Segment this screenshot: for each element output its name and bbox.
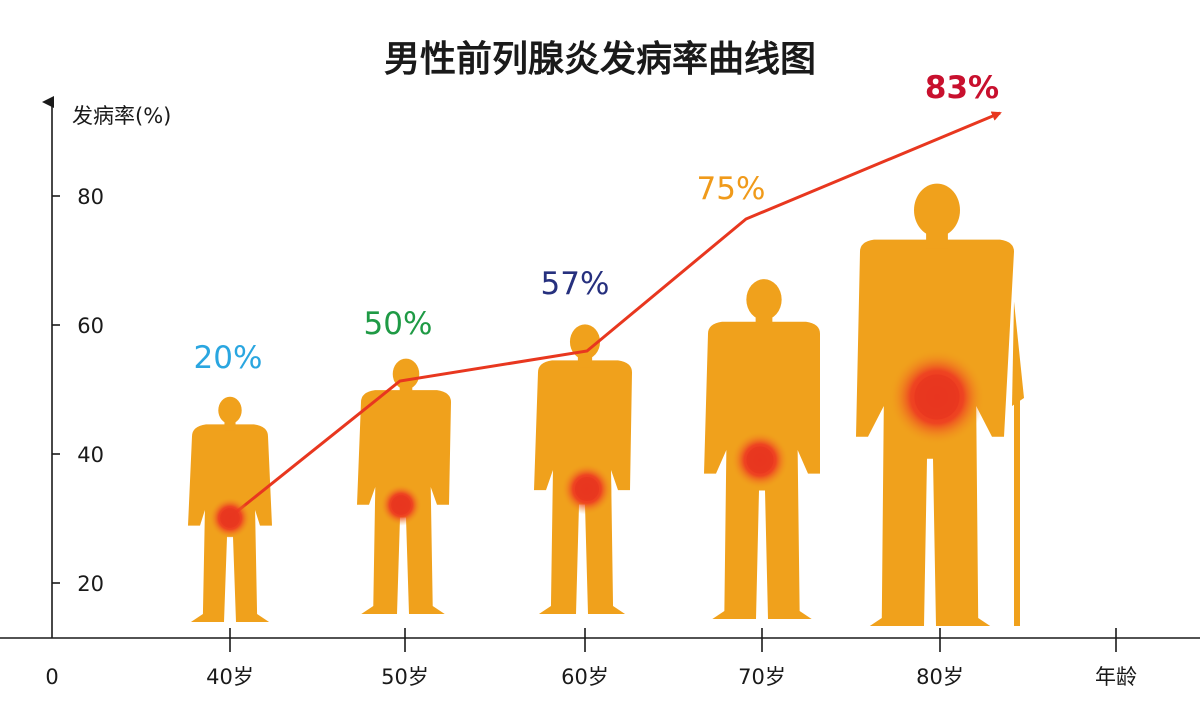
y-tick-label-40: 40 [77, 443, 104, 467]
axes [0, 96, 1200, 639]
hotspot-point [746, 446, 774, 474]
hotspot-point [391, 495, 411, 515]
value-label: 75% [697, 171, 766, 207]
value-label: 83% [925, 70, 999, 106]
x-tick-label: 40岁 [206, 665, 254, 689]
y-axis-label: 发病率(%) [72, 104, 172, 128]
hotspot-point [575, 477, 599, 501]
hotspots [209, 349, 985, 539]
y-tick-label-0: 0 [45, 665, 58, 689]
hotspot-point [220, 508, 240, 528]
value-label: 20% [194, 340, 263, 376]
value-label: 50% [364, 306, 433, 342]
value-labels: 20% 50% 57% 75% 83% [194, 70, 1000, 376]
x-ticks: 40岁 50岁 60岁 70岁 80岁 年龄 [206, 628, 1137, 689]
x-axis-label: 年龄 [1095, 665, 1137, 689]
x-tick-label: 80岁 [916, 665, 964, 689]
x-tick-label: 70岁 [738, 665, 786, 689]
y-ticks: 0 20 40 60 80 [45, 185, 104, 689]
y-tick-label-60: 60 [77, 314, 104, 338]
y-tick-label-80: 80 [77, 185, 104, 209]
x-tick-label: 50岁 [381, 665, 429, 689]
chart-title: 男性前列腺炎发病率曲线图 [383, 39, 816, 80]
value-label: 57% [541, 266, 610, 302]
hotspot-point [914, 374, 960, 420]
y-tick-label-20: 20 [77, 572, 104, 596]
incidence-line [229, 111, 1002, 519]
x-tick-label: 60岁 [561, 665, 609, 689]
